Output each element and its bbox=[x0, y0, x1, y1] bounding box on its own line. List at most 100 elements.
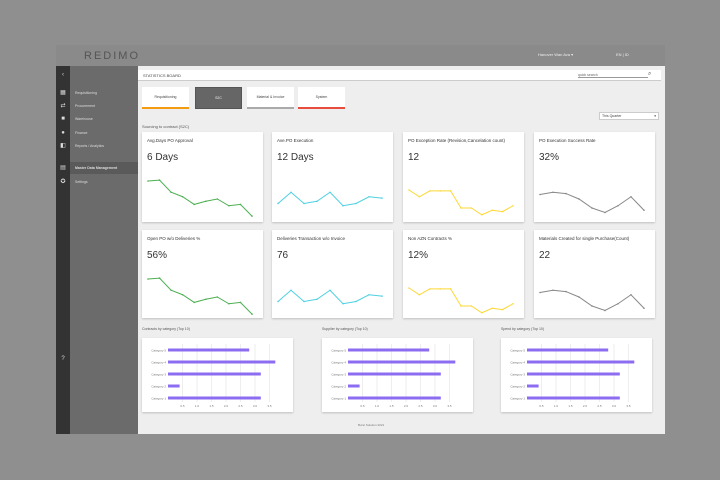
sparkline-point bbox=[277, 202, 279, 205]
sparkline bbox=[277, 289, 383, 305]
x-tick-label: 3.5 bbox=[626, 404, 631, 408]
bar bbox=[168, 372, 261, 376]
tab-system[interactable]: System bbox=[298, 87, 345, 109]
gear-icon[interactable]: ✪ bbox=[60, 179, 66, 185]
section-title: Sourcing to contract (S2C) bbox=[142, 124, 190, 129]
kpi-card[interactable]: Open PO w/o Deliveries % 56% bbox=[142, 230, 263, 318]
sparkline-point bbox=[604, 211, 606, 214]
sparkline-point bbox=[316, 298, 318, 301]
sparkline bbox=[147, 277, 253, 315]
kpi-card[interactable]: PO Exception Rate (Revision,Cancelation … bbox=[403, 132, 524, 222]
sparkline-point bbox=[408, 189, 410, 191]
sparkline-point bbox=[170, 289, 172, 292]
kpi-card[interactable]: Avg.Days PO Approval 6 Days bbox=[142, 132, 263, 222]
grid-icon[interactable]: ▦ bbox=[60, 90, 66, 96]
kpi-title: Non AZN Contracts % bbox=[408, 236, 453, 241]
sidebar-item-warehouse[interactable]: Warehouse bbox=[75, 117, 93, 121]
sparkline-point bbox=[617, 204, 619, 207]
kpi-card[interactable]: PO Execution Success Rate 32% bbox=[534, 132, 655, 222]
sparkline-point bbox=[512, 204, 514, 207]
x-tick-label: 2.0 bbox=[583, 404, 588, 408]
sparkline-point bbox=[512, 302, 514, 305]
sparkline-line bbox=[277, 191, 383, 207]
sparkline-point bbox=[449, 288, 452, 290]
category-label: Category 3 bbox=[331, 373, 346, 377]
sparkline-point bbox=[591, 207, 593, 209]
user-menu[interactable]: Hanover Wan Ava ▾ bbox=[538, 52, 574, 57]
category-label: Category 5 bbox=[510, 349, 525, 353]
search-input[interactable]: quick search bbox=[578, 73, 648, 78]
kpi-title: Deliveries Transaction w/o Invoice bbox=[277, 236, 346, 241]
sparkline-line bbox=[408, 189, 514, 216]
sidebar-item-finance[interactable]: Finance bbox=[75, 131, 88, 135]
bar bbox=[168, 384, 180, 388]
language-switch[interactable]: EN | ID bbox=[616, 52, 629, 57]
database-icon[interactable]: ▤ bbox=[60, 165, 66, 171]
kpi-value: 12% bbox=[408, 250, 429, 261]
sparkline-point bbox=[239, 301, 242, 304]
kpi-title: Open PO w/o Deliveries % bbox=[147, 236, 201, 241]
sparkline-point bbox=[439, 288, 441, 290]
kpi-value: 22 bbox=[539, 250, 551, 261]
category-label: Category 4 bbox=[510, 361, 525, 365]
bar bbox=[348, 372, 441, 376]
sidebar: Requisitioning Procurement Warehouse Fin… bbox=[70, 66, 138, 434]
bar bbox=[168, 348, 250, 352]
swap-icon[interactable]: ⇄ bbox=[60, 103, 66, 109]
x-tick-label: 3.0 bbox=[433, 404, 438, 408]
sparkline-point bbox=[303, 202, 305, 205]
sparkline-point bbox=[491, 209, 493, 212]
x-tick-label: 2.0 bbox=[224, 404, 229, 408]
sparkline-point bbox=[251, 215, 253, 217]
collapse-icon[interactable]: ‹ bbox=[62, 72, 64, 78]
kpi-card[interactable]: Ave.PO Execution 12 Days bbox=[272, 132, 393, 222]
sidebar-item-master-data[interactable]: Master Data Management bbox=[75, 166, 118, 170]
chart-title: Spend by category (Top 10) bbox=[501, 327, 544, 331]
x-tick-label: 2.5 bbox=[418, 404, 423, 408]
sparkline-line bbox=[147, 179, 253, 217]
kpi-title: Avg.Days PO Approval bbox=[147, 138, 193, 143]
sparkline-point bbox=[630, 195, 632, 198]
search-icon[interactable]: ⌕ bbox=[648, 71, 652, 77]
box-icon[interactable]: ■ bbox=[61, 116, 65, 122]
sparkline-point bbox=[565, 192, 567, 195]
sparkline-point bbox=[355, 300, 357, 303]
category-label: Category 2 bbox=[510, 385, 525, 389]
tab-requisitioning[interactable]: Requisitioning bbox=[142, 87, 189, 109]
tab-material-invoice[interactable]: Material & Invoice bbox=[247, 87, 294, 109]
sparkline-point bbox=[158, 277, 161, 279]
x-tick-label: 3.0 bbox=[612, 404, 617, 408]
tab-s2c[interactable]: S2C bbox=[195, 87, 242, 109]
sidebar-item-settings[interactable]: Settings bbox=[75, 180, 88, 184]
main-content: STATISTICS BOARD quick search ⌕ Requisit… bbox=[138, 66, 665, 434]
app-window: REDIMO Hanover Wan Ava ▾ EN | ID ‹ ▦ ⇄ ■… bbox=[56, 45, 665, 434]
icon-rail: ‹ ▦ ⇄ ■ ● ◧ ▤ ✪ ? bbox=[56, 66, 70, 434]
sidebar-item-procurement[interactable]: Procurement bbox=[75, 104, 96, 108]
x-tick-label: 0.5 bbox=[180, 404, 185, 408]
sparkline-point bbox=[303, 300, 305, 303]
category-label: Category 5 bbox=[151, 349, 166, 353]
sparkline-point bbox=[565, 290, 567, 293]
globe-icon[interactable]: ● bbox=[61, 130, 65, 136]
kpi-card[interactable]: Materials Created for single Purchase(Co… bbox=[534, 230, 655, 318]
kpi-title: Ave.PO Execution bbox=[277, 138, 314, 143]
bar-chart-supplier: 0.5 1.0 1.5 2.0 2.5 3.0 3.5 Category 5 Category … bbox=[322, 338, 473, 412]
bar bbox=[348, 396, 441, 400]
help-icon[interactable]: ? bbox=[61, 356, 65, 362]
kpi-title: PO Execution Success Rate bbox=[539, 138, 596, 143]
bar bbox=[527, 372, 620, 376]
sparkline-point bbox=[193, 301, 196, 304]
sparkline-point bbox=[216, 198, 219, 200]
chart-icon[interactable]: ◧ bbox=[60, 143, 66, 149]
sparkline-point bbox=[290, 191, 292, 194]
kpi-title: PO Exception Rate (Revision,Cancelation … bbox=[408, 138, 506, 143]
sidebar-item-reports[interactable]: Reports / Analytics bbox=[75, 144, 104, 148]
bar bbox=[527, 348, 609, 352]
category-label: Category 1 bbox=[510, 397, 525, 401]
kpi-card[interactable]: Non AZN Contracts % 12% bbox=[403, 230, 524, 318]
kpi-card[interactable]: Deliveries Transaction w/o Invoice 76 bbox=[272, 230, 393, 318]
sidebar-item-requisitioning[interactable]: Requisitioning bbox=[75, 91, 97, 95]
sparkline-point bbox=[355, 202, 357, 205]
period-select[interactable]: This Quarter ▾ bbox=[599, 112, 659, 120]
sparkline-point bbox=[170, 191, 172, 194]
